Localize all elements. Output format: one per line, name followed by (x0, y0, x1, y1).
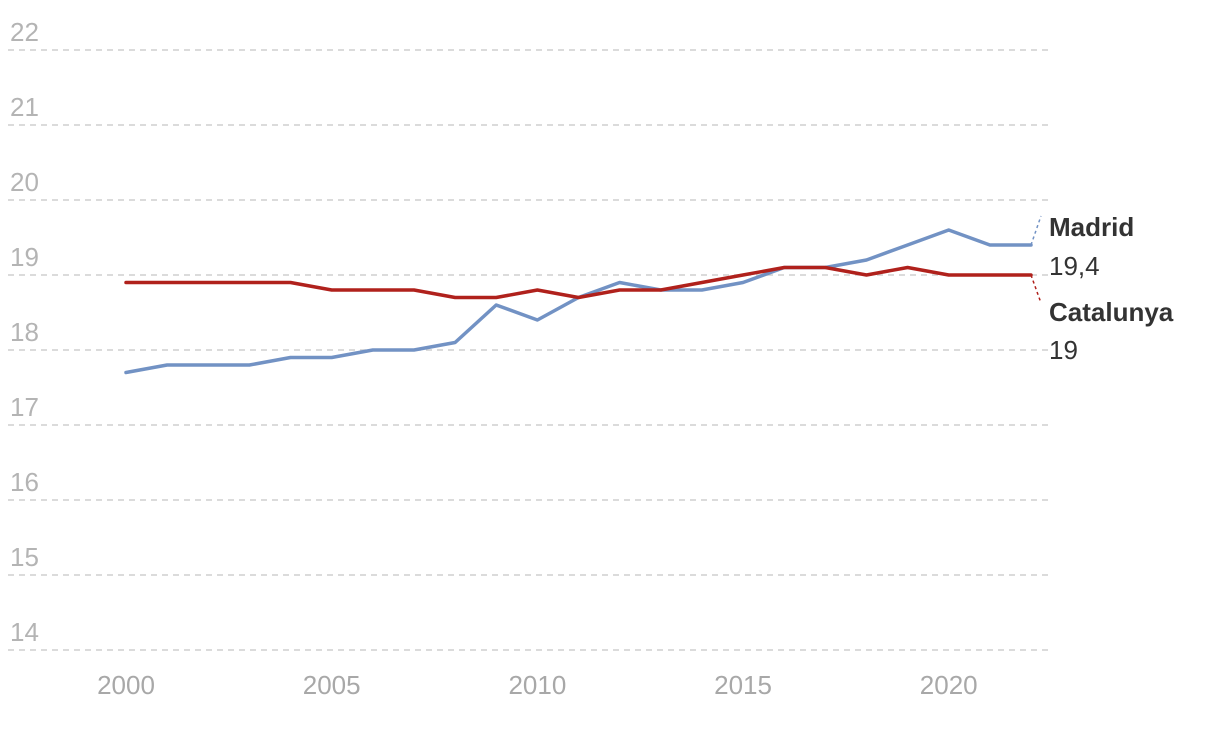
y-tick-label: 19 (10, 242, 39, 272)
x-tick-label: 2000 (97, 670, 155, 700)
y-tick-label: 21 (10, 92, 39, 122)
label-leader-catalunya (1030, 274, 1042, 304)
series-value-label-madrid: 19,4 (1049, 251, 1100, 281)
x-tick-label: 2020 (920, 670, 978, 700)
x-axis-ticks: 2000 2005 2010 2015 2020 (97, 670, 978, 700)
x-tick-label: 2010 (508, 670, 566, 700)
series-lines (124, 228, 1033, 375)
y-axis-ticks: 14 15 16 17 18 19 20 21 22 (10, 17, 39, 647)
series-end-labels: Madrid 19,4 Catalunya 19 (1030, 212, 1174, 365)
y-tick-label: 22 (10, 17, 39, 47)
series-value-label-catalunya: 19 (1049, 335, 1078, 365)
y-tick-label: 20 (10, 167, 39, 197)
series-line-catalunya (124, 265, 1033, 300)
series-line-madrid (124, 228, 1033, 375)
y-tick-label: 15 (10, 542, 39, 572)
y-tick-label: 17 (10, 392, 39, 422)
y-tick-label: 16 (10, 467, 39, 497)
y-tick-label: 14 (10, 617, 39, 647)
series-name-label-madrid: Madrid (1049, 212, 1134, 242)
series-name-label-catalunya: Catalunya (1049, 297, 1174, 327)
label-leader-madrid (1030, 215, 1042, 246)
x-tick-label: 2005 (303, 670, 361, 700)
x-tick-label: 2015 (714, 670, 772, 700)
gridlines (8, 49, 1048, 651)
y-tick-label: 18 (10, 317, 39, 347)
